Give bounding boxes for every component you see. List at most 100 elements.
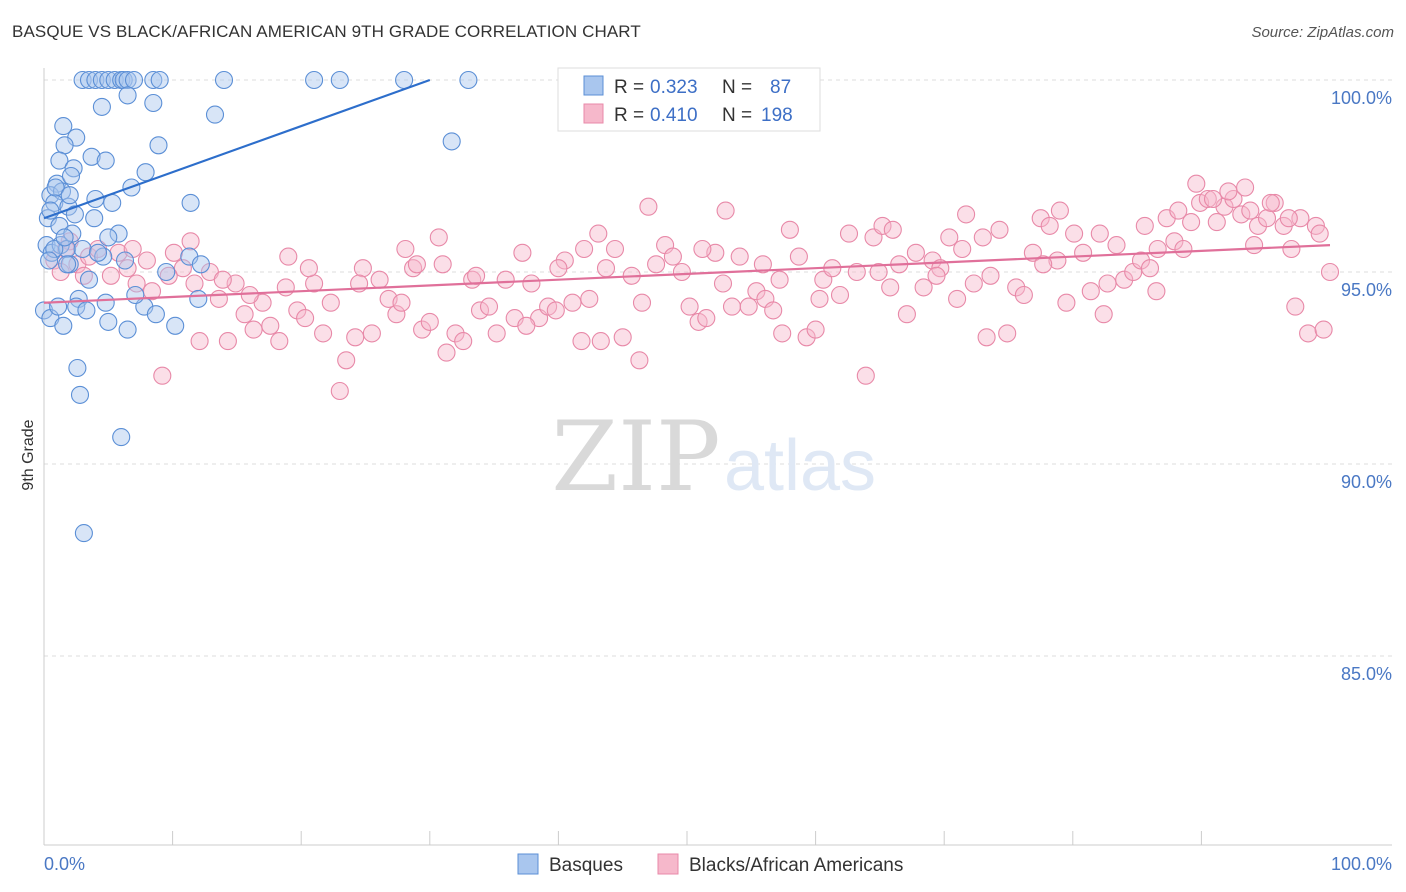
black-point-129: [1140, 259, 1160, 278]
black-point-46: [446, 324, 465, 343]
black-point-58: [546, 301, 565, 320]
black-point-154: [185, 274, 204, 293]
black-point-156: [299, 259, 318, 278]
legend-swatch-basque: [583, 75, 604, 96]
black-point-26: [279, 247, 298, 266]
black-point-62: [580, 289, 599, 308]
black-point-37: [370, 270, 389, 289]
basque-point-69: [70, 385, 90, 404]
black-point-146: [1282, 239, 1301, 259]
black-point-24: [261, 316, 280, 335]
basque-point-0: [73, 70, 92, 90]
black-point-6: [101, 266, 120, 285]
basque-point-39: [181, 193, 200, 212]
black-point-84: [764, 301, 783, 320]
black-point-137: [1207, 213, 1226, 232]
black-point-54: [513, 243, 532, 262]
basque-point-64: [54, 316, 73, 335]
black-point-163: [693, 239, 712, 259]
black-point-112: [998, 324, 1017, 343]
black-point-40: [396, 239, 415, 259]
black-point-102: [914, 278, 933, 297]
y-axis-title: 9th Grade: [20, 419, 37, 490]
black-point-44: [429, 228, 448, 247]
basque-point-13: [305, 70, 324, 90]
basque-point-29: [96, 151, 115, 170]
black-point-174: [1286, 297, 1305, 316]
basque-point-70: [112, 428, 131, 447]
basque-point-72: [85, 209, 104, 228]
legend-r-value-black: 0.410: [650, 105, 698, 126]
watermark-atlas: atlas: [724, 426, 876, 506]
black-point-136: [1198, 189, 1217, 209]
y-axis-tick-labels: 100.0% 95.0% 90.0% 85.0%: [1331, 88, 1392, 684]
basque-point-16: [459, 70, 478, 90]
black-point-192: [1169, 201, 1188, 220]
basque-point-53: [40, 251, 59, 270]
black-point-64: [596, 259, 616, 278]
basque-point-20: [118, 86, 137, 105]
black-point-172: [1203, 189, 1223, 209]
legend-n-label-basque: N =: [722, 77, 752, 98]
legend-box: R = 0.323 N = 87 R = 0.410 N = 198: [557, 67, 821, 132]
black-point-170: [1094, 305, 1113, 324]
basque-point-23: [55, 136, 74, 155]
black-point-173: [1245, 236, 1264, 255]
basque-point-65: [99, 312, 118, 331]
black-point-150: [1314, 320, 1333, 339]
black-point-186: [276, 278, 295, 297]
black-point-180: [953, 239, 972, 259]
basque-point-77: [115, 251, 135, 270]
black-point-148: [1299, 324, 1318, 343]
basque-point-74: [99, 228, 118, 247]
black-point-108: [964, 274, 983, 293]
black-point-85: [773, 324, 792, 343]
black-point-194: [1187, 174, 1206, 193]
black-point-143: [1257, 209, 1277, 228]
x-axis-ticks: [172, 831, 1202, 845]
black-point-161: [575, 239, 594, 259]
black-point-43: [420, 312, 439, 331]
x-tick-label-max: 100.0%: [1331, 854, 1392, 874]
basque-point-51: [73, 239, 92, 259]
black-point-95: [856, 366, 875, 385]
black-point-120: [1065, 224, 1084, 243]
black-point-39: [387, 305, 406, 324]
black-point-189: [716, 201, 735, 220]
black-point-123: [1090, 224, 1109, 243]
black-point-49: [470, 301, 490, 320]
black-point-190: [883, 220, 902, 239]
black-point-144: [1265, 193, 1284, 212]
black-point-74: [680, 297, 699, 316]
black-point-119: [1057, 293, 1076, 312]
black-point-109: [973, 228, 992, 247]
basque-point-81: [79, 270, 99, 289]
black-point-66: [613, 328, 632, 347]
black-point-51: [487, 324, 506, 343]
legend-n-value-basque: 87: [770, 77, 791, 98]
black-point-169: [1034, 255, 1053, 274]
black-point-80: [730, 247, 749, 266]
black-point-78: [713, 274, 733, 293]
black-point-166: [869, 262, 888, 282]
black-point-162: [632, 293, 652, 312]
black-point-105: [940, 228, 959, 247]
black-point-106: [948, 289, 967, 308]
basque-point-7: [114, 70, 133, 90]
basque-point-56: [96, 293, 115, 312]
black-point-179: [770, 270, 789, 289]
black-point-103: [923, 251, 942, 270]
black-point-50: [479, 297, 499, 316]
black-point-164: [753, 255, 772, 274]
black-point-151: [1320, 262, 1340, 282]
black-point-114: [1014, 285, 1033, 305]
black-point-124: [1098, 274, 1117, 293]
basque-point-60: [146, 305, 165, 324]
black-point-21: [235, 305, 254, 324]
basque-point-30: [136, 163, 155, 182]
black-point-177: [392, 293, 411, 312]
black-point-158: [407, 255, 426, 274]
black-point-68: [630, 351, 649, 370]
black-point-94: [847, 262, 866, 282]
